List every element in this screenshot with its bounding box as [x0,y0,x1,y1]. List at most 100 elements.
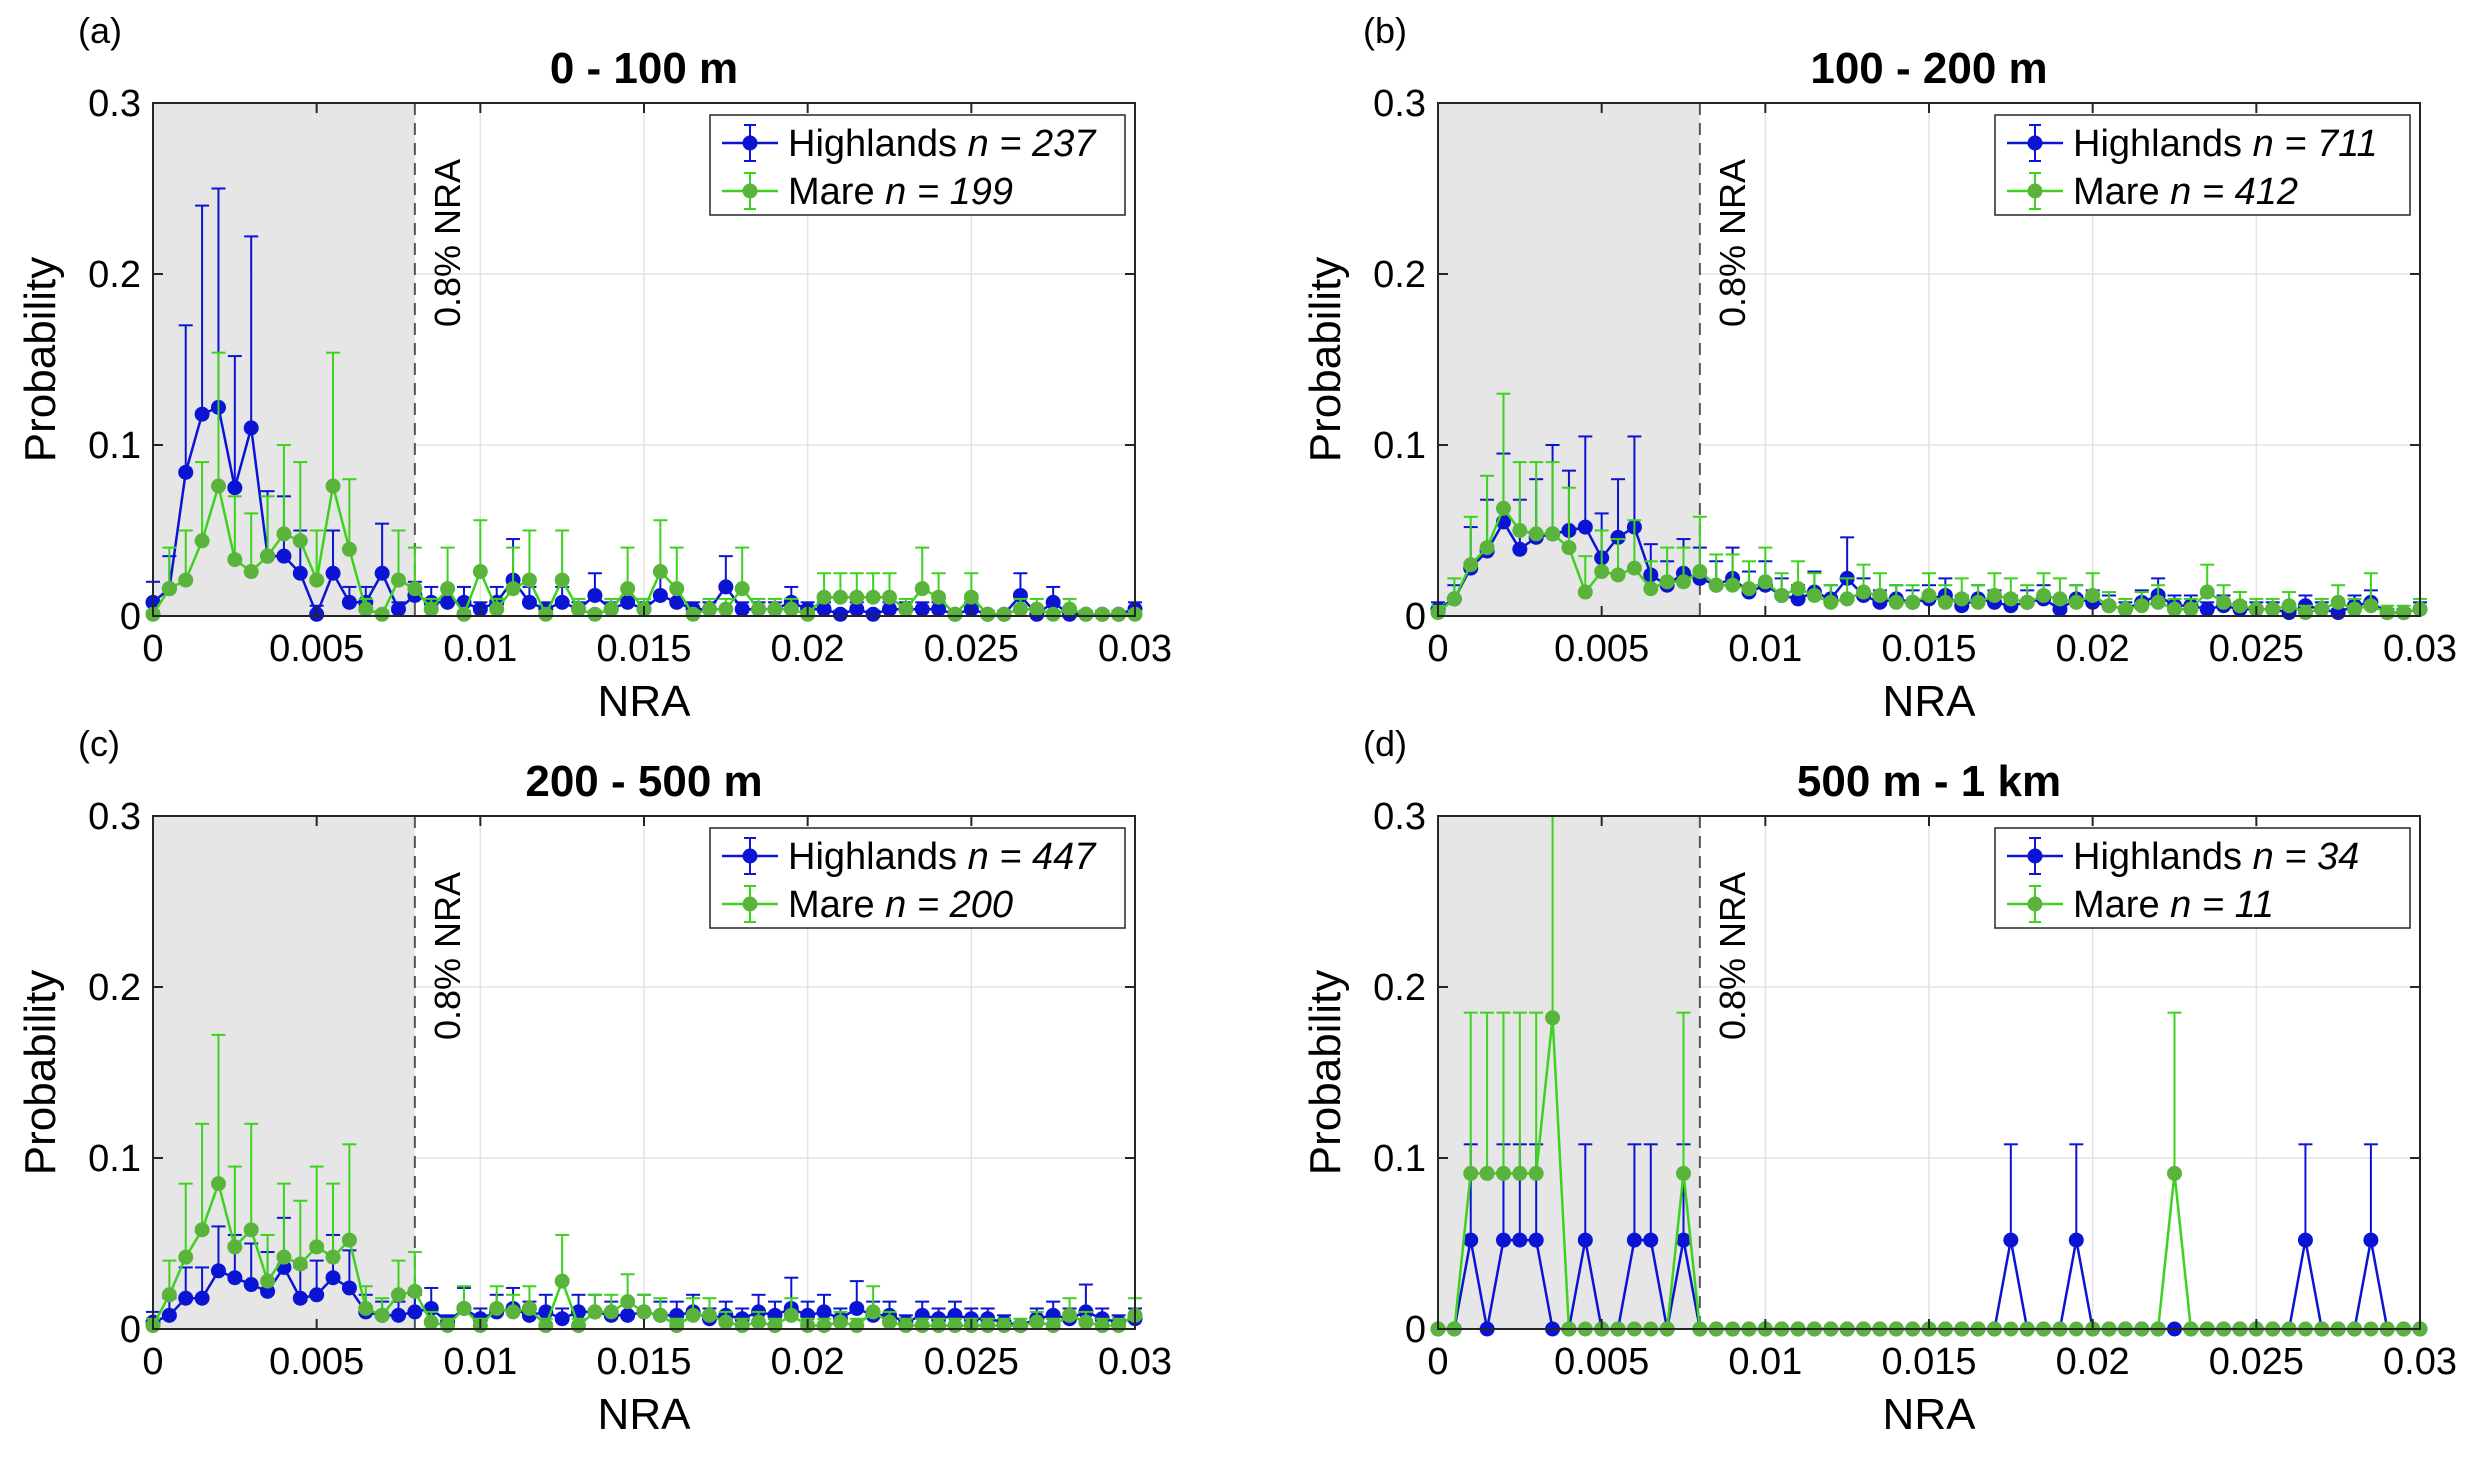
data-point [931,1318,947,1334]
data-point [309,572,325,588]
legend-entry: Highlands n = 237 [788,123,1097,165]
data-point [440,594,456,610]
data-point [1545,1010,1561,1026]
chart-title: 0 - 100 m [550,44,738,93]
data-point [685,1307,701,1323]
data-point [554,1273,570,1289]
data-point [1676,574,1691,590]
x-tick-label: 0.03 [2383,628,2457,670]
data-point [947,606,963,622]
data-point [423,1314,439,1330]
data-point [538,1318,554,1334]
data-point [1094,1318,1110,1334]
y-tick-label: 0.1 [88,425,141,467]
legend: Highlands n = 34 Mare n = 11 [1994,827,2411,929]
y-tick-label: 0.1 [1373,425,1426,467]
x-tick-label: 0.03 [1098,1341,1172,1383]
legend-series-name: Highlands [788,123,968,165]
x-tick-label: 0.015 [596,1341,691,1383]
data-point [391,601,406,617]
data-point [783,601,799,617]
data-point [391,1287,406,1303]
y-tick-label: 0 [120,1309,141,1351]
data-point [210,1263,226,1279]
data-point [669,1318,685,1334]
data-point [243,1277,259,1293]
data-point [1741,581,1757,597]
legend-box [709,827,1126,929]
legend-marker [2027,135,2043,151]
data-point [587,606,603,622]
data-point [243,564,259,580]
data-point [521,594,537,610]
data-point [1856,584,1872,600]
y-tick-label: 0 [1405,1309,1426,1351]
data-point [1045,594,1061,610]
data-point [865,589,881,605]
data-point [178,464,194,480]
data-point [652,564,668,580]
panel-label: (a) [78,10,122,51]
data-point [734,1318,750,1334]
legend-series-name: Mare [788,884,885,926]
data-point [669,594,685,610]
data-point [341,594,357,610]
data-point [603,1304,619,1320]
data-point [963,589,979,605]
data-point [1888,594,1904,610]
data-point [1446,591,1462,607]
data-point [1528,1165,1544,1181]
data-point [734,581,750,597]
data-point [309,1239,325,1255]
threshold-label: 0.8% NRA [427,159,468,327]
data-point [898,601,914,617]
x-axis-label: NRA [1883,677,1977,726]
data-point [358,601,374,617]
data-point [2347,601,2363,617]
data-point [1029,601,1045,617]
data-point [276,1249,292,1265]
data-point [194,1290,210,1306]
data-point [816,601,832,617]
legend-count: n = 711 [2253,123,2378,165]
legend-entry: Highlands n = 447 [788,836,1097,878]
data-point [554,1311,570,1327]
data-point [2085,587,2101,603]
data-point [1111,606,1127,622]
data-point [325,565,341,581]
x-tick-label: 0.02 [771,1341,845,1383]
legend-marker [2027,848,2043,864]
legend-marker [2027,896,2043,912]
data-point [1610,529,1626,545]
data-point [1463,1232,1479,1248]
threshold-label: 0.8% NRA [1712,159,1753,327]
y-tick-label: 0.2 [88,967,141,1009]
data-point [1577,584,1593,600]
data-point [882,589,897,605]
data-point [1937,594,1953,610]
data-point [2052,601,2068,617]
legend-marker [742,135,758,151]
data-point [2052,591,2068,607]
threshold-label: 0.8% NRA [1712,872,1753,1040]
data-point [620,581,636,597]
legend-count: n = 447 [968,836,1098,878]
data-point [1512,1165,1528,1181]
data-point [2117,601,2133,617]
shaded-region [1438,816,1700,1329]
data-point [620,1294,636,1310]
data-point [1986,587,2002,603]
data-point [1659,574,1675,590]
data-point [816,589,832,605]
data-point [440,581,456,597]
data-point [440,1318,456,1334]
legend-count: n = 200 [885,884,1013,926]
data-point [1111,1318,1127,1334]
data-point [1676,1232,1691,1248]
series-mare [145,351,1143,622]
data-point [1839,591,1855,607]
data-point [456,1300,472,1316]
data-point [227,480,243,496]
data-point [161,581,177,597]
data-point [2199,584,2215,600]
